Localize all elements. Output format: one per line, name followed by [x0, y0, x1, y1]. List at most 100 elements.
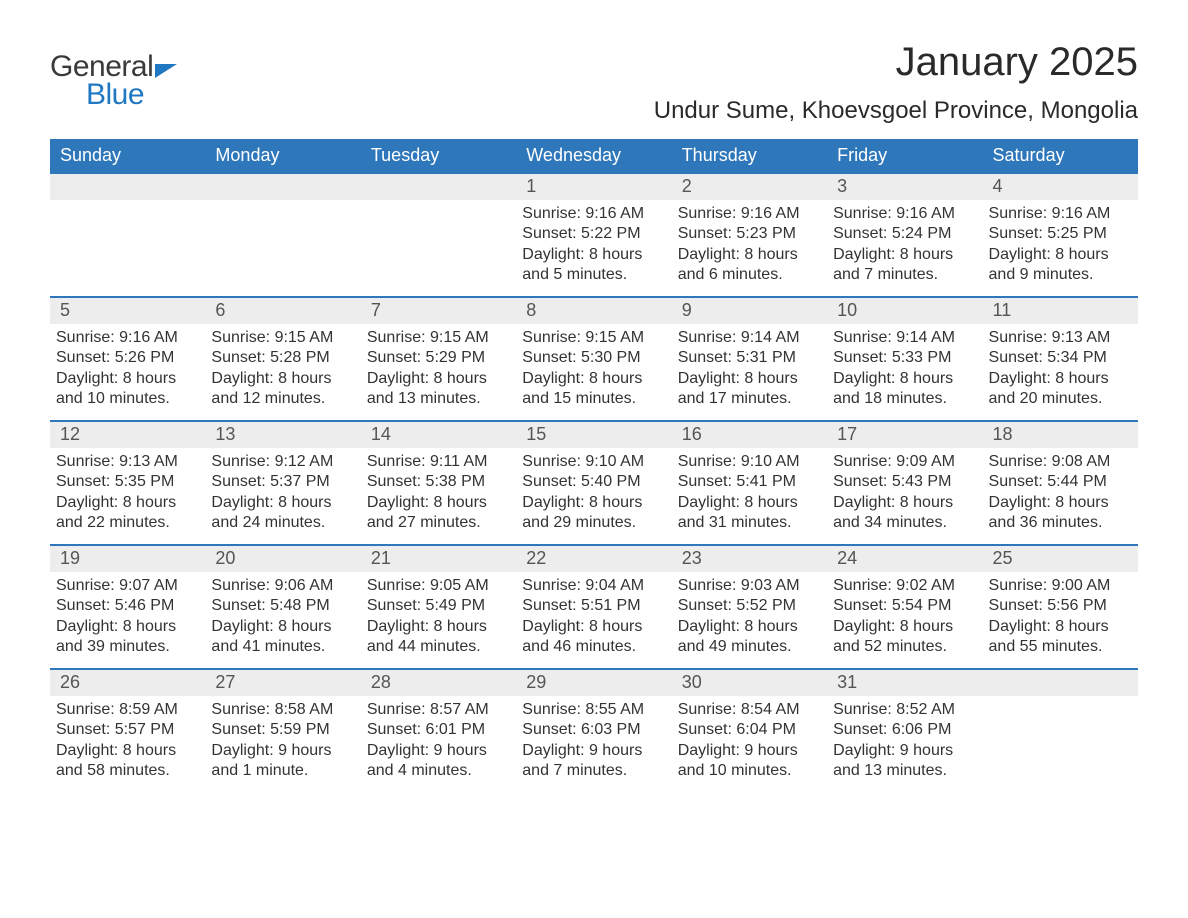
daylight2-text: and 6 minutes.: [678, 265, 817, 285]
daylight2-text: and 1 minute.: [211, 761, 350, 781]
day-number: 20: [205, 546, 360, 572]
day-details: Sunrise: 8:52 AMSunset: 6:06 PMDaylight:…: [827, 696, 982, 792]
daylight1-text: Daylight: 8 hours: [833, 245, 972, 265]
day-number: 2: [672, 174, 827, 200]
header: General Blue January 2025 Undur Sume, Kh…: [50, 40, 1138, 125]
daylight1-text: Daylight: 8 hours: [989, 245, 1128, 265]
sunrise-text: Sunrise: 9:12 AM: [211, 452, 350, 472]
calendar-cell: 1Sunrise: 9:16 AMSunset: 5:22 PMDaylight…: [516, 174, 671, 296]
sunrise-text: Sunrise: 9:06 AM: [211, 576, 350, 596]
brand-triangle-icon: [155, 64, 177, 78]
daylight2-text: and 12 minutes.: [211, 389, 350, 409]
sunrise-text: Sunrise: 9:16 AM: [522, 204, 661, 224]
daylight2-text: and 44 minutes.: [367, 637, 506, 657]
daylight1-text: Daylight: 8 hours: [833, 617, 972, 637]
calendar-week-row: 1Sunrise: 9:16 AMSunset: 5:22 PMDaylight…: [50, 172, 1138, 296]
day-number: 16: [672, 422, 827, 448]
calendar-week-row: 12Sunrise: 9:13 AMSunset: 5:35 PMDayligh…: [50, 420, 1138, 544]
sunrise-text: Sunrise: 9:15 AM: [367, 328, 506, 348]
calendar-cell: 22Sunrise: 9:04 AMSunset: 5:51 PMDayligh…: [516, 546, 671, 668]
calendar-cell: 14Sunrise: 9:11 AMSunset: 5:38 PMDayligh…: [361, 422, 516, 544]
day-number: 13: [205, 422, 360, 448]
calendar-cell: 12Sunrise: 9:13 AMSunset: 5:35 PMDayligh…: [50, 422, 205, 544]
sunset-text: Sunset: 5:31 PM: [678, 348, 817, 368]
day-number: 21: [361, 546, 516, 572]
sunset-text: Sunset: 5:44 PM: [989, 472, 1128, 492]
day-number: 5: [50, 298, 205, 324]
sunrise-text: Sunrise: 8:58 AM: [211, 700, 350, 720]
sunset-text: Sunset: 5:48 PM: [211, 596, 350, 616]
daylight1-text: Daylight: 8 hours: [678, 617, 817, 637]
sunrise-text: Sunrise: 9:16 AM: [833, 204, 972, 224]
day-number: 14: [361, 422, 516, 448]
day-details: Sunrise: 9:10 AMSunset: 5:40 PMDaylight:…: [516, 448, 671, 544]
sunrise-text: Sunrise: 9:09 AM: [833, 452, 972, 472]
day-number: 24: [827, 546, 982, 572]
calendar-cell: 13Sunrise: 9:12 AMSunset: 5:37 PMDayligh…: [205, 422, 360, 544]
day-details: Sunrise: 8:58 AMSunset: 5:59 PMDaylight:…: [205, 696, 360, 792]
sunrise-text: Sunrise: 9:03 AM: [678, 576, 817, 596]
daylight2-text: and 24 minutes.: [211, 513, 350, 533]
calendar-cell: 20Sunrise: 9:06 AMSunset: 5:48 PMDayligh…: [205, 546, 360, 668]
calendar-cell: 30Sunrise: 8:54 AMSunset: 6:04 PMDayligh…: [672, 670, 827, 792]
day-details: Sunrise: 9:05 AMSunset: 5:49 PMDaylight:…: [361, 572, 516, 668]
day-number: 28: [361, 670, 516, 696]
day-details: Sunrise: 9:16 AMSunset: 5:26 PMDaylight:…: [50, 324, 205, 420]
sunset-text: Sunset: 5:49 PM: [367, 596, 506, 616]
sunrise-text: Sunrise: 9:00 AM: [989, 576, 1128, 596]
day-number: 11: [983, 298, 1138, 324]
day-header-mon: Monday: [205, 139, 360, 172]
sunset-text: Sunset: 5:23 PM: [678, 224, 817, 244]
calendar-cell: 11Sunrise: 9:13 AMSunset: 5:34 PMDayligh…: [983, 298, 1138, 420]
calendar-cell: 25Sunrise: 9:00 AMSunset: 5:56 PMDayligh…: [983, 546, 1138, 668]
day-header-fri: Friday: [827, 139, 982, 172]
sunset-text: Sunset: 5:59 PM: [211, 720, 350, 740]
day-number: 4: [983, 174, 1138, 200]
day-details: Sunrise: 8:55 AMSunset: 6:03 PMDaylight:…: [516, 696, 671, 792]
day-number: 1: [516, 174, 671, 200]
sunrise-text: Sunrise: 9:02 AM: [833, 576, 972, 596]
daylight1-text: Daylight: 8 hours: [367, 369, 506, 389]
calendar-cell: [983, 670, 1138, 792]
daylight2-text: and 13 minutes.: [367, 389, 506, 409]
day-details: Sunrise: 9:02 AMSunset: 5:54 PMDaylight:…: [827, 572, 982, 668]
calendar-cell: 8Sunrise: 9:15 AMSunset: 5:30 PMDaylight…: [516, 298, 671, 420]
daylight2-text: and 29 minutes.: [522, 513, 661, 533]
day-number: 10: [827, 298, 982, 324]
daylight2-text: and 52 minutes.: [833, 637, 972, 657]
calendar: Sunday Monday Tuesday Wednesday Thursday…: [50, 139, 1138, 792]
sunset-text: Sunset: 5:57 PM: [56, 720, 195, 740]
calendar-cell: 4Sunrise: 9:16 AMSunset: 5:25 PMDaylight…: [983, 174, 1138, 296]
day-number: 6: [205, 298, 360, 324]
sunset-text: Sunset: 5:52 PM: [678, 596, 817, 616]
daylight1-text: Daylight: 9 hours: [833, 741, 972, 761]
day-details: Sunrise: 9:14 AMSunset: 5:31 PMDaylight:…: [672, 324, 827, 420]
daylight1-text: Daylight: 8 hours: [367, 617, 506, 637]
daylight2-text: and 22 minutes.: [56, 513, 195, 533]
daylight2-text: and 18 minutes.: [833, 389, 972, 409]
calendar-week-row: 26Sunrise: 8:59 AMSunset: 5:57 PMDayligh…: [50, 668, 1138, 792]
daylight1-text: Daylight: 8 hours: [522, 245, 661, 265]
day-details: Sunrise: 9:00 AMSunset: 5:56 PMDaylight:…: [983, 572, 1138, 668]
sunset-text: Sunset: 5:24 PM: [833, 224, 972, 244]
sunrise-text: Sunrise: 9:13 AM: [989, 328, 1128, 348]
day-header-sat: Saturday: [983, 139, 1138, 172]
day-details: Sunrise: 9:16 AMSunset: 5:22 PMDaylight:…: [516, 200, 671, 296]
daylight2-text: and 7 minutes.: [833, 265, 972, 285]
sunrise-text: Sunrise: 9:07 AM: [56, 576, 195, 596]
brand-logo: General Blue: [50, 40, 175, 118]
day-details: Sunrise: 9:10 AMSunset: 5:41 PMDaylight:…: [672, 448, 827, 544]
day-number: 31: [827, 670, 982, 696]
day-number: 8: [516, 298, 671, 324]
calendar-cell: 29Sunrise: 8:55 AMSunset: 6:03 PMDayligh…: [516, 670, 671, 792]
sunset-text: Sunset: 5:54 PM: [833, 596, 972, 616]
daylight1-text: Daylight: 8 hours: [989, 493, 1128, 513]
calendar-cell: [361, 174, 516, 296]
sunset-text: Sunset: 5:33 PM: [833, 348, 972, 368]
daylight1-text: Daylight: 8 hours: [522, 369, 661, 389]
daylight2-text: and 13 minutes.: [833, 761, 972, 781]
daylight1-text: Daylight: 8 hours: [678, 493, 817, 513]
daylight2-text: and 41 minutes.: [211, 637, 350, 657]
daylight2-text: and 9 minutes.: [989, 265, 1128, 285]
calendar-cell: 18Sunrise: 9:08 AMSunset: 5:44 PMDayligh…: [983, 422, 1138, 544]
